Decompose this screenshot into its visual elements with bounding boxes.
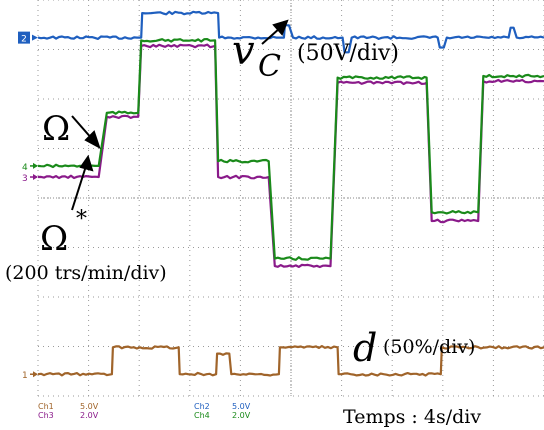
omega-ref-sup: * (76, 207, 87, 232)
marker-arrow-2 (32, 34, 38, 41)
omega-ref-arrow (71, 165, 87, 211)
annotation-arrows (71, 19, 289, 211)
marker-arrow-3 (33, 174, 38, 181)
omega-ref-arrowhead (79, 154, 94, 172)
d-scale-label: (50%/div) (383, 336, 475, 358)
marker-arrow-1 (33, 371, 38, 378)
channel-markers: 2 43 1 (18, 31, 38, 381)
marker-arrow-4 (33, 162, 38, 169)
channel-settings: Ch1 5.0V Ch3 2.0V Ch2 5.0V Ch4 2.0V (38, 402, 251, 420)
traces (37, 10, 544, 377)
vc-arrow (261, 27, 281, 45)
marker-box-2 (18, 31, 30, 44)
marker-num-4: 4 (22, 163, 28, 173)
vc-subscript: C (258, 49, 281, 84)
ch4-name: Ch4 (194, 411, 210, 420)
trace-2 (37, 10, 544, 54)
marker-num-3: 3 (22, 174, 28, 184)
ch3-name: Ch3 (38, 411, 54, 420)
marker-num-1: 1 (22, 371, 28, 381)
trace-3 (37, 43, 544, 269)
ch2-value: 5.0V (232, 402, 251, 411)
grid (37, 0, 544, 397)
marker-num-2: 2 (21, 35, 27, 45)
vc-symbol: v (232, 28, 255, 74)
ch3-value: 2.0V (80, 411, 99, 420)
vc-scale-label: (50V/div) (297, 41, 399, 66)
omega-ref-label: Ω (40, 219, 68, 259)
speed-scale-label: (200 trs/min/div) (5, 262, 167, 284)
omega-label: Ω (42, 109, 70, 149)
ch1-value: 5.0V (80, 402, 99, 411)
trace-1 (37, 345, 544, 377)
trace-4 (37, 38, 544, 261)
time-scale-label: Temps : 4s/div (343, 406, 481, 428)
omega-arrowhead (84, 130, 101, 150)
ch1-name: Ch1 (38, 402, 54, 411)
ch4-value: 2.0V (232, 411, 251, 420)
d-symbol: d (353, 326, 377, 370)
ch2-name: Ch2 (194, 402, 210, 411)
vc-arrowhead (272, 19, 289, 36)
